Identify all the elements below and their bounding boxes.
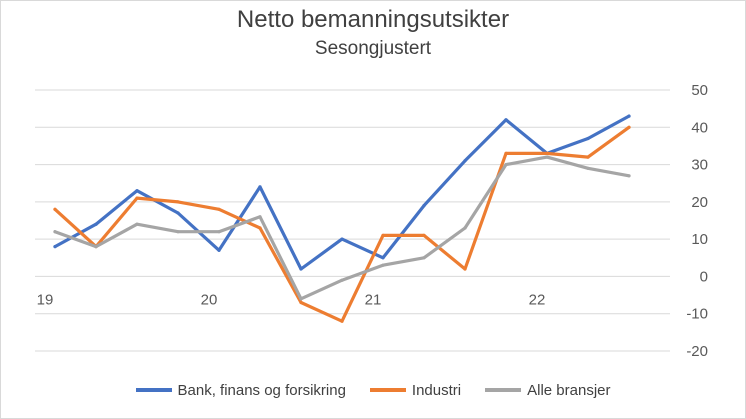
data-point <box>94 222 98 226</box>
legend-label: Industri <box>411 381 462 399</box>
legend-swatch <box>369 388 406 392</box>
data-point <box>135 196 139 200</box>
data-point <box>217 248 221 252</box>
data-point <box>217 207 221 211</box>
data-point <box>340 319 344 323</box>
x-tick-label: 22 <box>529 291 546 308</box>
y-tick-label: 40 <box>691 119 708 136</box>
data-point <box>135 222 139 226</box>
data-point <box>135 189 139 193</box>
y-tick-label: -20 <box>686 343 708 360</box>
data-point <box>586 166 590 170</box>
data-point <box>463 267 467 271</box>
y-tick-label: 20 <box>691 194 708 211</box>
data-point <box>53 207 57 211</box>
data-point <box>94 245 98 249</box>
legend-label: Bank, finans og forsikring <box>177 381 346 399</box>
y-tick-label: 0 <box>700 268 708 285</box>
y-tick-label: 30 <box>691 157 708 174</box>
data-point <box>586 136 590 141</box>
data-point <box>381 263 385 267</box>
x-tick-label: 21 <box>365 291 382 308</box>
y-tick-label: 10 <box>691 231 708 248</box>
y-tick-label: -10 <box>686 306 708 323</box>
data-point <box>463 226 467 230</box>
legend-label: Alle bransjer <box>527 381 611 399</box>
data-point <box>381 256 385 260</box>
data-point <box>627 114 631 118</box>
series-line-1 <box>53 114 631 271</box>
data-point <box>258 215 262 219</box>
data-point <box>381 233 385 237</box>
legend-item-3: Alle bransjer <box>485 381 611 399</box>
data-point <box>176 211 180 215</box>
data-point <box>299 297 303 301</box>
x-tick-label: 19 <box>37 291 54 308</box>
data-point <box>504 118 508 122</box>
data-point <box>422 256 426 260</box>
data-point <box>299 300 303 305</box>
data-point <box>176 230 180 234</box>
legend-swatch <box>135 388 172 392</box>
data-point <box>340 237 344 241</box>
data-point <box>422 233 426 237</box>
chart-subtitle: Sesongjustert <box>314 38 432 59</box>
data-point <box>545 155 549 159</box>
data-point <box>422 204 426 208</box>
legend-item-1: Bank, finans og forsikring <box>135 381 346 399</box>
data-point <box>340 278 344 282</box>
data-point <box>627 125 631 129</box>
data-point <box>217 230 221 234</box>
data-point <box>258 185 262 189</box>
data-point <box>545 151 549 155</box>
legend: Bank, finans og forsikring Industri Alle b… <box>0 378 746 402</box>
chart-title: Netto bemanningsutsikter <box>236 6 510 33</box>
data-point <box>504 163 508 167</box>
series-line-3 <box>53 155 631 301</box>
data-point <box>299 267 303 271</box>
data-point <box>463 159 467 163</box>
data-point <box>504 151 508 155</box>
data-point <box>627 174 631 178</box>
y-tick-label: 50 <box>691 82 708 99</box>
data-point <box>258 226 262 230</box>
x-tick-label: 20 <box>201 291 218 308</box>
data-point <box>176 200 180 204</box>
legend-item-2: Industri <box>369 381 462 399</box>
legend-swatch <box>485 388 522 392</box>
data-point <box>53 245 57 249</box>
data-point <box>586 155 590 159</box>
data-point <box>53 230 57 234</box>
